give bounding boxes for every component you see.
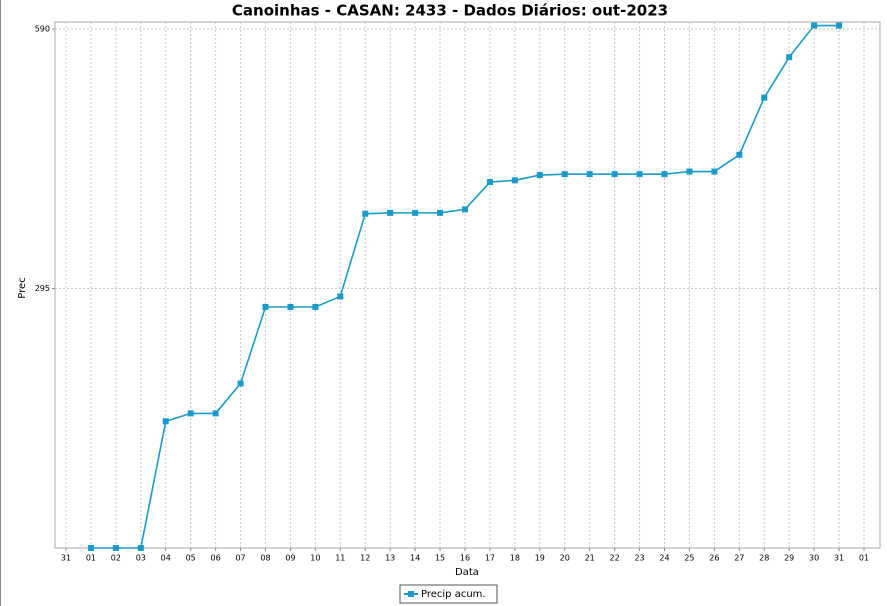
x-tick-label: 03: [136, 554, 146, 563]
x-tick-label: 01: [859, 554, 869, 563]
x-tick-label: 23: [634, 554, 644, 563]
point-marker: [112, 545, 119, 551]
x-tick-label: 24: [659, 554, 669, 563]
point-marker: [412, 209, 419, 216]
x-tick-label: 13: [385, 554, 395, 563]
x-tick-label: 15: [435, 554, 445, 563]
x-tick-label: 17: [485, 554, 495, 563]
point-marker: [162, 418, 169, 425]
point-marker: [736, 151, 743, 158]
x-tick-label: 22: [610, 554, 620, 563]
point-marker: [287, 303, 294, 310]
point-marker: [312, 303, 319, 310]
point-marker: [786, 54, 793, 61]
point-marker: [87, 545, 94, 551]
x-tick-label: 02: [111, 554, 121, 563]
y-tick-label: 590: [35, 25, 50, 34]
x-tick-label: 11: [335, 554, 345, 563]
point-marker: [337, 293, 344, 300]
chart-title: Canoinhas - CASAN: 2433 - Dados Diários:…: [232, 2, 668, 20]
x-tick-label: 09: [285, 554, 295, 563]
legend-marker: [408, 591, 414, 597]
point-marker: [262, 303, 269, 310]
point-marker: [636, 171, 643, 178]
x-tick-label: 10: [310, 554, 320, 563]
point-marker: [536, 172, 543, 179]
point-marker: [611, 171, 618, 178]
point-marker: [836, 22, 843, 29]
x-tick-label: 04: [161, 554, 171, 563]
x-tick-label: 30: [809, 554, 819, 563]
point-marker: [686, 168, 693, 175]
point-marker: [362, 210, 369, 217]
point-marker: [137, 545, 144, 551]
point-marker: [761, 94, 768, 101]
point-marker: [586, 171, 593, 178]
x-tick-label: 16: [460, 554, 470, 563]
legend-label: Precip acum.: [421, 589, 486, 600]
point-marker: [486, 179, 493, 186]
point-marker: [387, 209, 394, 216]
point-marker: [187, 410, 194, 417]
plot-area: [54, 21, 881, 549]
point-marker: [511, 177, 518, 184]
x-tick-label: 19: [535, 554, 545, 563]
x-tick-label: 29: [784, 554, 794, 563]
point-marker: [661, 171, 668, 178]
x-tick-label: 01: [86, 554, 96, 563]
legend: Precip acum.: [399, 584, 498, 604]
x-tick-label: 26: [709, 554, 719, 563]
x-tick-label: 25: [684, 554, 694, 563]
y-axis-label: Prec: [17, 277, 28, 298]
point-marker: [437, 209, 444, 216]
x-tick-label: 20: [560, 554, 570, 563]
x-tick-label: 08: [260, 554, 270, 563]
point-marker: [462, 206, 468, 213]
point-marker: [561, 171, 568, 178]
x-tick-label: 07: [235, 554, 245, 563]
legend-box: [399, 584, 498, 604]
y-tick-label: 295: [35, 284, 50, 293]
x-axis-label: Data: [455, 567, 479, 578]
point-marker: [212, 410, 219, 417]
x-tick-label: 28: [759, 554, 769, 563]
x-tick-label: 18: [510, 554, 520, 563]
x-tick-label: 31: [61, 554, 71, 563]
x-tick-label: 06: [211, 554, 221, 563]
point-marker: [237, 380, 244, 387]
x-tick-label: 05: [186, 554, 196, 563]
x-tick-label: 14: [410, 554, 420, 563]
x-tick-label: 12: [360, 554, 370, 563]
x-tick-label: 31: [834, 554, 844, 563]
x-tick-label: 27: [734, 554, 744, 563]
point-marker: [811, 22, 818, 29]
point-marker: [711, 168, 718, 175]
x-tick-label: 21: [585, 554, 595, 563]
